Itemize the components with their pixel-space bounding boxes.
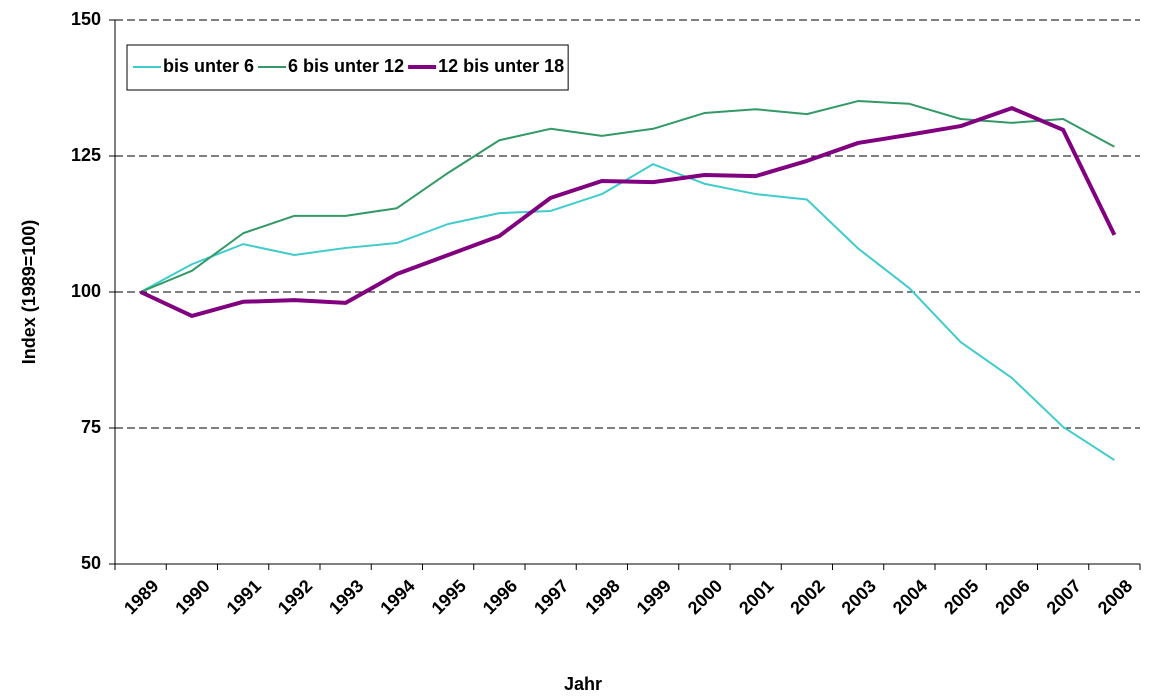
y-tick-label: 125: [71, 145, 101, 165]
x-tick-label: 2006: [991, 576, 1033, 618]
x-tick-label: 1992: [274, 576, 316, 618]
x-tick-label: 2008: [1094, 576, 1136, 618]
y-tick-label: 100: [71, 281, 101, 301]
x-tick-label: 1998: [581, 576, 623, 618]
x-tick-label: 2000: [684, 576, 726, 618]
y-tick-label: 75: [81, 417, 101, 437]
y-axis-title: Index (1989=100): [19, 220, 39, 365]
legend-label: 6 bis unter 12: [288, 56, 404, 76]
x-tick-label: 1994: [376, 576, 418, 618]
legend-label: bis unter 6: [163, 56, 254, 76]
x-axis-title: Jahr: [564, 674, 602, 694]
x-tick-label: 1995: [428, 576, 470, 618]
x-tick-label: 1999: [633, 576, 675, 618]
x-tick-label: 1993: [325, 576, 367, 618]
legend-label: 12 bis unter 18: [438, 56, 564, 76]
x-tick-label: 1989: [120, 576, 162, 618]
legend-box: [126, 44, 569, 91]
x-tick-label: 1990: [171, 576, 213, 618]
data-line: [139, 106, 1117, 318]
x-tick-label: 2005: [940, 576, 982, 618]
x-tick-label: 2007: [1043, 576, 1085, 618]
x-tick-label: 1991: [223, 576, 265, 618]
x-tick-label: 2004: [889, 576, 931, 618]
x-tick-label: 2002: [786, 576, 828, 618]
data-line: [140, 100, 1115, 293]
x-tick-label: 1997: [530, 576, 572, 618]
y-tick-label: 50: [81, 553, 101, 573]
x-tick-label: 2001: [735, 576, 777, 618]
data-line: [140, 163, 1115, 461]
x-tick-label: 1996: [479, 576, 521, 618]
x-tick-label: 2003: [838, 576, 880, 618]
y-tick-label: 150: [71, 9, 101, 29]
